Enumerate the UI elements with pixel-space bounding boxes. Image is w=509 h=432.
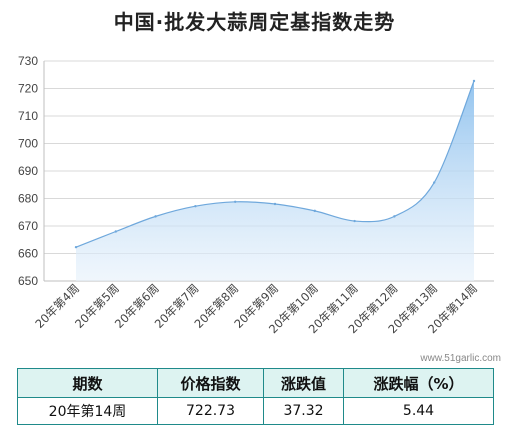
table-row: 20年第14周 722.73 37.32 5.44: [17, 397, 494, 425]
series-line: [75, 80, 475, 248]
data-point-9: [433, 181, 436, 184]
data-point-1: [114, 230, 118, 233]
data-point-3: [194, 205, 197, 208]
data-point-5: [273, 202, 277, 206]
header-change-percent: 涨跌幅（%）: [343, 368, 494, 398]
info-table: 期数 价格指数 涨跌值 涨跌幅（%） 20年第14周 722.73 37.32 …: [17, 368, 494, 425]
y-tick-label: 660: [18, 247, 38, 261]
data-point-2: [154, 215, 157, 218]
cell-period: 20年第14周: [17, 397, 158, 425]
header-period: 期数: [17, 368, 158, 398]
data-point-4: [234, 200, 237, 203]
y-tick-label: 650: [18, 274, 38, 288]
y-tick-label: 690: [18, 164, 38, 178]
data-point-10: [472, 79, 476, 83]
data-point-0: [74, 245, 78, 249]
header-price-index: 价格指数: [157, 368, 264, 398]
header-change-value: 涨跌值: [263, 368, 344, 398]
chart-title: 中国·批发大蒜周定基指数走势: [113, 10, 396, 34]
y-tick-label: 720: [18, 82, 38, 96]
y-tick-label: 700: [18, 137, 38, 151]
data-point-8: [393, 215, 396, 218]
y-tick-label: 680: [18, 192, 38, 206]
series-area-fill: [76, 80, 474, 282]
cell-change-value: 37.32: [263, 397, 344, 425]
table-header-row: 期数 价格指数 涨跌值 涨跌幅（%）: [17, 368, 494, 398]
watermark: www.51garlic.com: [420, 353, 501, 364]
y-tick-label: 670: [18, 219, 38, 233]
cell-price-index: 722.73: [157, 397, 264, 425]
y-tick-label: 730: [18, 54, 38, 68]
cell-change-percent: 5.44: [343, 397, 494, 425]
y-tick-label: 710: [18, 109, 38, 123]
data-point-6: [313, 209, 316, 213]
data-point-7: [353, 219, 356, 223]
